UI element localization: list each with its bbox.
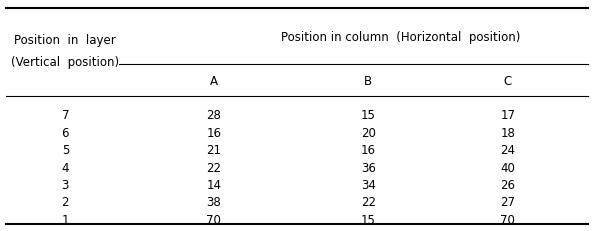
Text: 17: 17 bbox=[500, 109, 516, 122]
Text: 36: 36 bbox=[361, 161, 376, 174]
Text: 5: 5 bbox=[62, 144, 69, 157]
Text: 26: 26 bbox=[500, 178, 516, 191]
Text: 20: 20 bbox=[361, 126, 376, 139]
Text: 2: 2 bbox=[62, 196, 69, 209]
Text: 22: 22 bbox=[206, 161, 222, 174]
Text: 6: 6 bbox=[62, 126, 69, 139]
Text: B: B bbox=[364, 74, 372, 87]
Text: 24: 24 bbox=[500, 144, 516, 157]
Text: 3: 3 bbox=[62, 178, 69, 191]
Text: 1: 1 bbox=[62, 213, 69, 226]
Text: 7: 7 bbox=[62, 109, 69, 122]
Text: 16: 16 bbox=[206, 126, 222, 139]
Text: 14: 14 bbox=[206, 178, 222, 191]
Text: 28: 28 bbox=[206, 109, 222, 122]
Text: (Vertical  position): (Vertical position) bbox=[11, 56, 119, 69]
Text: 34: 34 bbox=[361, 178, 376, 191]
Text: Position  in  layer: Position in layer bbox=[14, 34, 116, 47]
Text: C: C bbox=[504, 74, 512, 87]
Text: 40: 40 bbox=[500, 161, 516, 174]
Text: 18: 18 bbox=[500, 126, 516, 139]
Text: 70: 70 bbox=[206, 213, 222, 226]
Text: 15: 15 bbox=[361, 109, 376, 122]
Text: 4: 4 bbox=[62, 161, 69, 174]
Text: 70: 70 bbox=[500, 213, 516, 226]
Text: 15: 15 bbox=[361, 213, 376, 226]
Text: 27: 27 bbox=[500, 196, 516, 209]
Text: 38: 38 bbox=[207, 196, 221, 209]
Text: 16: 16 bbox=[361, 144, 376, 157]
Text: Position in column  (Horizontal  position): Position in column (Horizontal position) bbox=[282, 30, 520, 43]
Text: 21: 21 bbox=[206, 144, 222, 157]
Text: A: A bbox=[210, 74, 218, 87]
Text: 22: 22 bbox=[361, 196, 376, 209]
